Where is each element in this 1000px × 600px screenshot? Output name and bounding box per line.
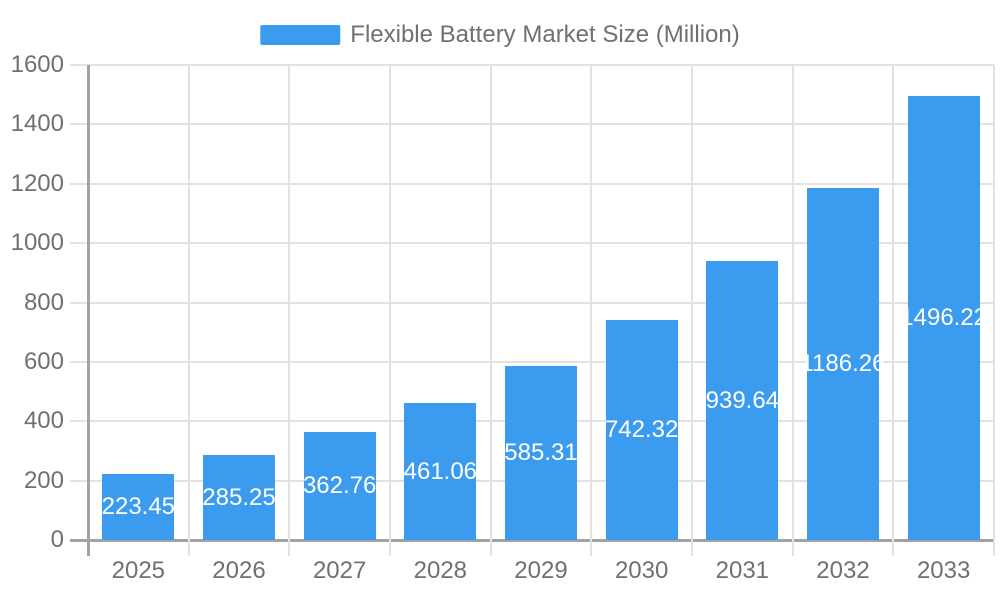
x-tick-label: 2031 <box>715 557 770 584</box>
v-gridline <box>489 65 492 556</box>
y-tick-label: 1200 <box>10 169 64 197</box>
bar[interactable] <box>203 455 275 540</box>
bar[interactable] <box>505 366 577 540</box>
v-gridline <box>993 65 995 556</box>
legend-label: Flexible Battery Market Size (Million) <box>350 21 740 48</box>
bar[interactable] <box>706 261 779 540</box>
h-gridline <box>70 182 994 185</box>
x-tick-label: 2033 <box>916 557 971 584</box>
h-gridline <box>70 360 994 363</box>
v-gridline <box>791 65 794 556</box>
v-gridline <box>288 65 291 556</box>
v-gridline <box>590 65 593 556</box>
bar[interactable] <box>807 187 879 540</box>
x-tick-label: 2026 <box>212 557 266 584</box>
v-gridline <box>187 65 190 556</box>
h-gridline <box>70 242 994 245</box>
x-axis-line <box>70 538 994 542</box>
x-tick-label: 2029 <box>514 557 568 584</box>
bar[interactable] <box>404 403 477 540</box>
h-gridline <box>70 301 994 304</box>
x-tick-label: 2032 <box>816 557 870 584</box>
v-gridline <box>389 65 391 556</box>
y-tick-label: 0 <box>50 526 64 553</box>
bar[interactable] <box>303 432 376 540</box>
y-tick-label: 200 <box>23 466 64 494</box>
y-tick-label: 1600 <box>10 51 64 78</box>
x-tick-label: 2030 <box>614 557 669 584</box>
y-tick-label: 400 <box>23 407 64 435</box>
bar[interactable] <box>907 95 980 540</box>
y-tick-label: 1400 <box>10 110 64 138</box>
h-gridline <box>70 123 994 126</box>
y-tick-label: 800 <box>23 288 64 316</box>
y-tick-label: 600 <box>23 347 64 375</box>
h-gridline <box>70 64 994 66</box>
x-tick-label: 2027 <box>312 557 367 584</box>
legend-swatch <box>260 25 341 45</box>
x-tick-label: 2025 <box>111 557 166 584</box>
x-tick-label: 2028 <box>413 557 468 584</box>
v-gridline <box>691 65 693 556</box>
y-axis-line <box>86 65 90 556</box>
y-tick-label: 1000 <box>10 229 64 257</box>
legend-item[interactable]: Flexible Battery Market Size (Million) <box>260 21 740 49</box>
v-gridline <box>892 65 895 556</box>
bar[interactable] <box>605 319 678 540</box>
bar[interactable] <box>102 473 175 540</box>
